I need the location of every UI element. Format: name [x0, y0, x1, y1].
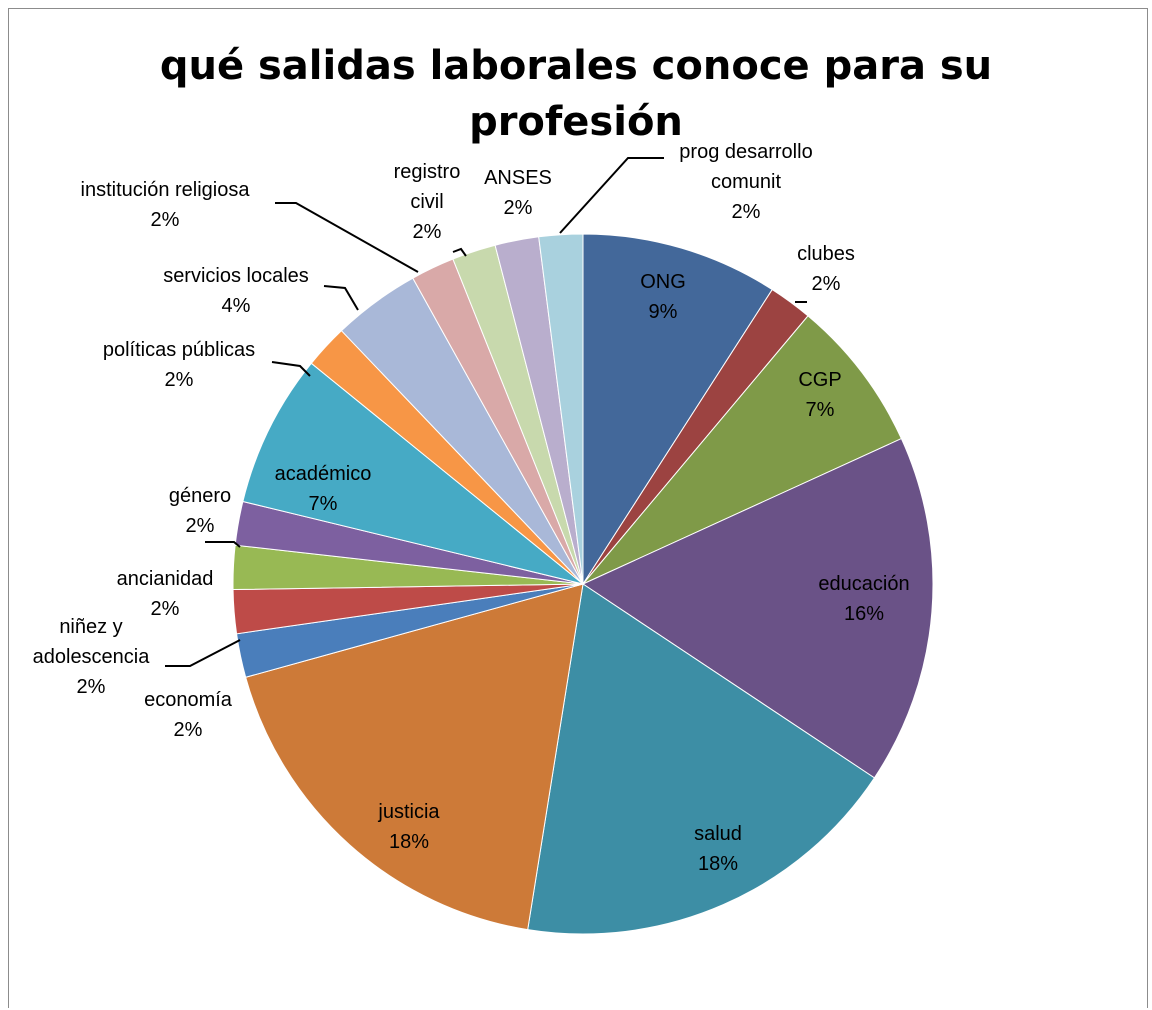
leader-line-17: [559, 157, 664, 234]
pie-slice-11: [242, 362, 584, 585]
leader-line-8: [165, 639, 241, 667]
slice-value-label: 2%: [413, 221, 442, 243]
slice-value-label: 7%: [806, 399, 835, 421]
pie-slice-4: [581, 437, 934, 779]
slice-label-8: niñez y adolescencia 2%: [33, 616, 151, 698]
slice-value-label: 2%: [812, 273, 841, 295]
slice-value-label: 2%: [186, 515, 215, 537]
leader-line-14: [275, 202, 419, 273]
slice-label-3: CGP 7%: [798, 369, 841, 421]
slice-category-label: institución religiosa: [81, 179, 251, 201]
slice-category-label: justicia: [377, 801, 440, 823]
slice-value-label: 2%: [165, 369, 194, 391]
slice-value-label: 2%: [174, 719, 203, 741]
slice-category-label: economía: [144, 689, 233, 711]
leader-line-12: [271, 361, 311, 377]
slice-value-label: 16%: [844, 603, 884, 625]
pie-slice-17: [538, 233, 584, 585]
slice-category-label: ancianidad: [117, 568, 214, 590]
slice-category-label: ANSES: [484, 167, 552, 189]
slice-category-label: adolescencia: [33, 646, 151, 668]
slice-category-label: salud: [694, 823, 742, 845]
slice-label-16: ANSES 2%: [484, 167, 552, 219]
slice-category-label: CGP: [798, 369, 841, 391]
slice-label-13: servicios locales 4%: [163, 265, 309, 317]
slice-value-label: 9%: [649, 301, 678, 323]
slice-category-label: académico: [275, 463, 372, 485]
slice-value-label: 2%: [504, 197, 533, 219]
slice-value-label: 2%: [732, 201, 761, 223]
leader-line-13: [323, 285, 359, 311]
pie-slice-1: [582, 233, 773, 586]
slice-label-1: ONG 9%: [640, 271, 686, 323]
slice-label-10: género 2%: [169, 485, 231, 537]
slice-label-17: prog desarrollo comunit 2%: [679, 141, 812, 223]
slice-value-label: 2%: [151, 598, 180, 620]
slice-category-label: ONG: [640, 271, 686, 293]
slice-category-label: registro: [394, 161, 461, 183]
leader-line-10: [205, 541, 241, 548]
slice-category-label: comunit: [711, 171, 781, 193]
leader-line-15: [452, 247, 467, 257]
slice-label-11: académico 7%: [275, 463, 372, 515]
slice-label-12: políticas públicas 2%: [103, 339, 255, 391]
slice-value-label: 2%: [151, 209, 180, 231]
slice-label-5: salud 18%: [694, 823, 742, 875]
slice-category-label: niñez y: [59, 616, 122, 638]
slice-category-label: civil: [410, 191, 443, 213]
slice-value-label: 2%: [77, 676, 106, 698]
slice-category-label: políticas públicas: [103, 339, 255, 361]
slice-label-14: institución religiosa 2%: [81, 179, 251, 231]
slice-value-label: 4%: [222, 295, 251, 317]
pie-slice-5: [527, 583, 876, 935]
pie-slice-3: [582, 315, 903, 585]
slice-category-label: prog desarrollo: [679, 141, 812, 163]
slice-label-6: justicia 18%: [377, 801, 440, 853]
slice-category-label: servicios locales: [163, 265, 309, 287]
pie-slice-6: [245, 583, 584, 931]
slice-category-label: educación: [818, 573, 909, 595]
slice-label-7: economía 2%: [144, 689, 233, 741]
chart-title-line-2: profesión: [469, 99, 683, 145]
slice-label-9: ancianidad 2%: [117, 568, 214, 620]
chart-title-line-1: qué salidas laborales conoce para su: [159, 43, 993, 89]
slice-value-label: 18%: [698, 853, 738, 875]
slice-value-label: 7%: [309, 493, 338, 515]
slice-label-4: educación 16%: [818, 573, 909, 625]
slice-value-label: 18%: [389, 831, 429, 853]
slice-label-15: registro civil 2%: [394, 161, 461, 243]
slice-category-label: género: [169, 485, 231, 507]
slice-category-label: clubes: [797, 243, 855, 265]
slice-label-2: clubes 2%: [797, 243, 855, 295]
chart-title: qué salidas laborales conoce para su pro…: [0, 38, 1152, 150]
